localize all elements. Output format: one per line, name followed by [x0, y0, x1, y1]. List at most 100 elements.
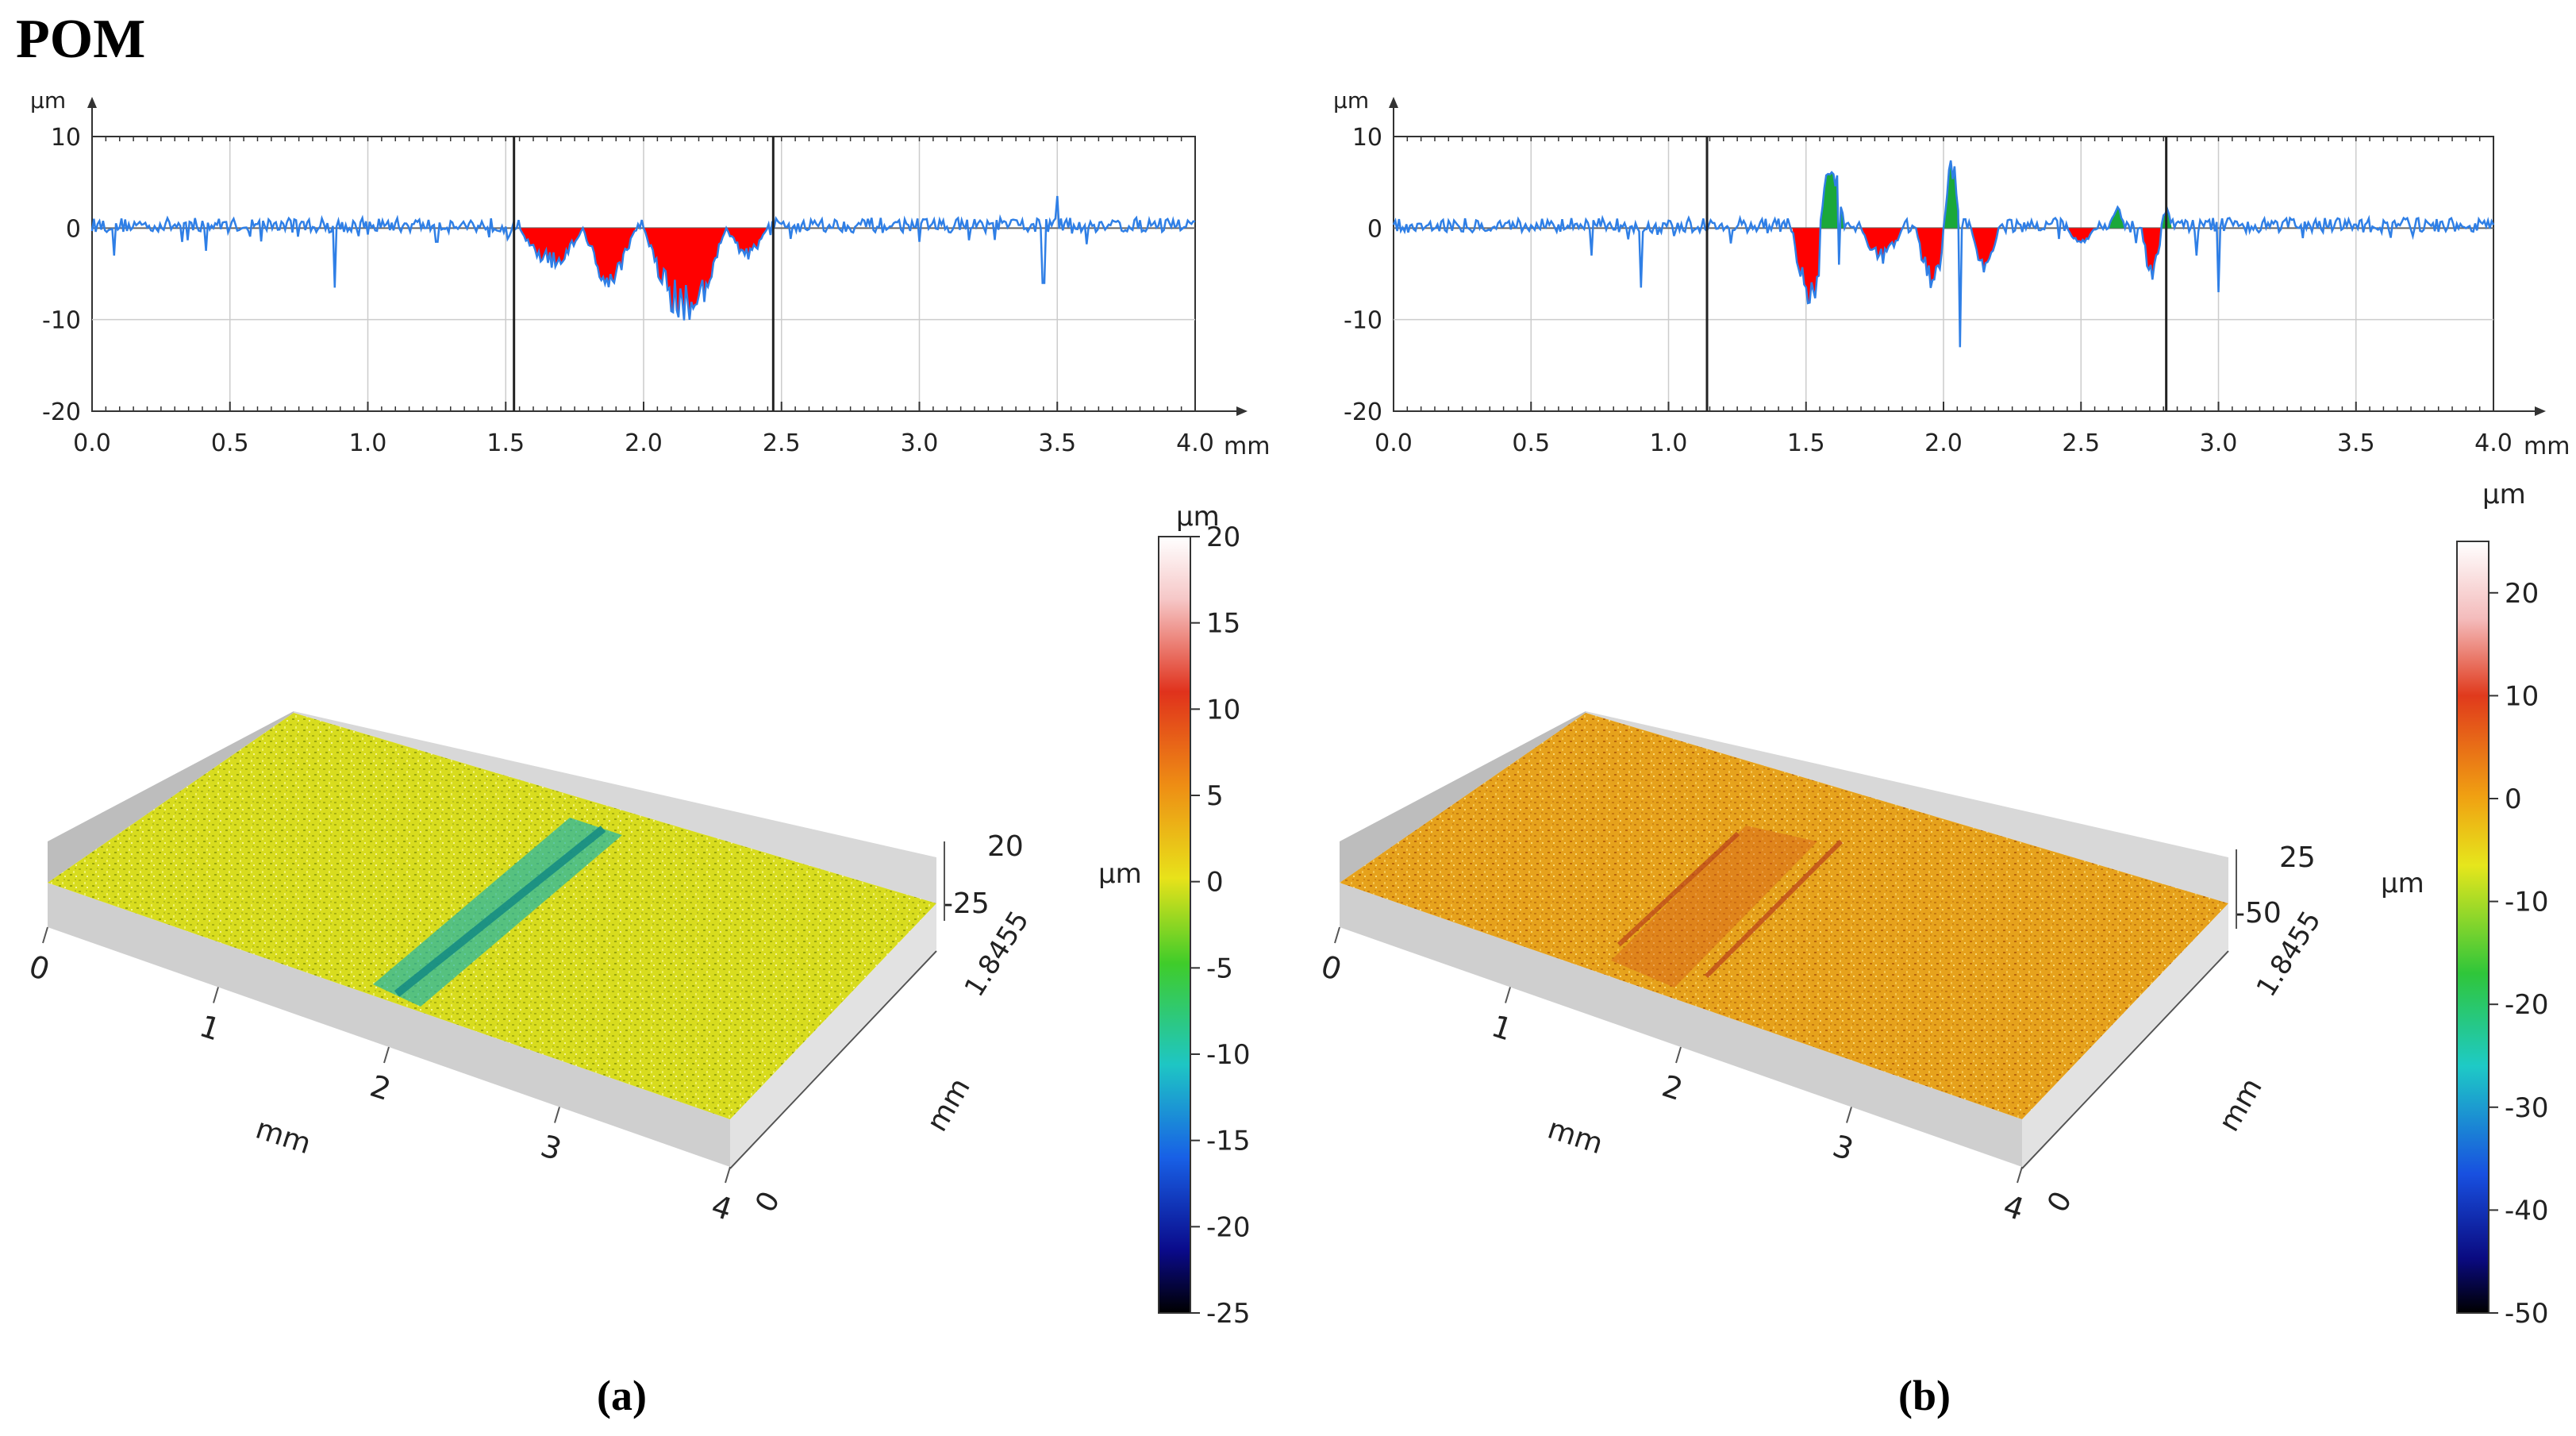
y-unit-label: µm	[1333, 87, 1369, 114]
y-arrow-head	[87, 97, 97, 108]
y-tick-labels: 10 0 -10 -20	[42, 124, 81, 426]
x-tick-label: 0.5	[211, 429, 249, 457]
profile-line	[90, 195, 1196, 321]
colorbar-tick-label: -10	[1206, 1039, 1251, 1071]
y-axis-title: mm	[921, 1072, 977, 1137]
x-tick-label: 0.0	[73, 429, 111, 457]
colorbar-b: µm µm 20 10 0 -10 -20 -30 -40 -50	[2381, 479, 2549, 1330]
y-tick-label: -10	[42, 307, 81, 335]
x-tick-label: 4	[707, 1188, 736, 1227]
colorbar-tick-label: -50	[2505, 1298, 2549, 1330]
colorbar-gradient	[2456, 541, 2489, 1314]
valley-area	[644, 228, 727, 321]
groove-edge	[394, 826, 606, 997]
front-wall	[48, 883, 730, 1167]
x-tick-mark	[383, 1046, 390, 1064]
colorbar-tick-label: 10	[1206, 694, 1240, 726]
x-tick-label: 2.0	[1924, 429, 1963, 457]
cursors	[513, 137, 775, 411]
ticks	[91, 137, 1196, 411]
x-arrow-head	[1236, 406, 1248, 416]
x-unit-label: mm	[1224, 433, 1270, 460]
colorbar-tick-label: -25	[1206, 1298, 1251, 1330]
groove-edge	[1617, 831, 1844, 979]
profile-chart-a: 0.0 0.5 1.0 1.5 2.0 2.5 3.0 3.5 4.0 10 0 -10 -20 µm…	[30, 87, 1270, 460]
x-tick-mark	[1505, 987, 1511, 1003]
colorbar-unit-side: µm	[2381, 868, 2424, 899]
x-tick-mark	[725, 1166, 731, 1184]
x-tick-label: 2.0	[625, 429, 663, 457]
x-tick-mark	[2017, 1166, 2023, 1184]
colorbar-tick-label: -5	[1206, 953, 1233, 984]
x-tick-label: 1	[195, 1008, 225, 1047]
x-tick-label: 1.5	[486, 429, 525, 457]
x-tick-label: 3.5	[1038, 429, 1076, 457]
valley-area	[519, 228, 583, 268]
x-tick-label: 4.0	[2474, 429, 2513, 457]
y-tick-labels: 10 0 -10 -20	[1344, 124, 1382, 426]
x-tick-label: 3	[536, 1128, 566, 1167]
x-tick-label: 2	[366, 1068, 395, 1107]
y-axis-title: mm	[2213, 1072, 2269, 1137]
right-wall	[2022, 903, 2228, 1167]
z-tick-top: 25	[2279, 841, 2316, 874]
front-wall	[1340, 883, 2022, 1167]
x-tick-mark	[42, 926, 48, 944]
x-tick-label: 1.5	[1787, 429, 1825, 457]
x-tick-label: 4	[1999, 1188, 2028, 1227]
colorbar-tick-label: -20	[1206, 1211, 1251, 1243]
colorbar-tick-label: -15	[1206, 1126, 1251, 1157]
colorbar-tick-label: 15	[1206, 608, 1240, 640]
z-tick-top: 20	[987, 830, 1024, 863]
x-tick-mark	[1334, 926, 1340, 944]
right-wall	[730, 903, 936, 1167]
x-axis-title: mm	[1544, 1113, 1606, 1161]
x-tick-label: 3.0	[901, 429, 939, 457]
x-tick-label: 1.0	[1650, 429, 1688, 457]
colorbar-tick-label: 20	[2505, 578, 2539, 610]
surface-top	[1340, 713, 2228, 1119]
profile-chart-b: 0.0 0.5 1.0 1.5 2.0 2.5 3.0 3.5 4.0 10 0 -10 -20 µm…	[1333, 87, 2570, 460]
y-arrow-head	[1389, 97, 1398, 108]
valley-area	[1970, 228, 1999, 273]
peak-area	[1944, 160, 1960, 229]
colorbar-tick-label: -10	[2505, 887, 2549, 918]
colorbar-tick-label: 20	[1206, 522, 1240, 553]
ticks	[1393, 137, 2494, 411]
x-tick-label: 0.5	[1512, 429, 1550, 457]
cursors	[1705, 137, 2168, 411]
y-tick-label: -10	[1344, 307, 1382, 335]
x-arrow-head	[2535, 406, 2546, 416]
x-axis-title: mm	[252, 1113, 314, 1161]
valley-area	[1861, 228, 1903, 264]
x-tick-label: 0	[25, 949, 54, 987]
valley-area	[726, 228, 768, 260]
colorbar-unit-top: µm	[1176, 501, 1220, 533]
y-tick-label: 0	[66, 215, 81, 243]
x-tick-label: 2	[1658, 1068, 1687, 1107]
y-tick-label: 0	[1367, 215, 1382, 243]
x-tick-label: 3.0	[2200, 429, 2238, 457]
x-tick-labels: 0.0 0.5 1.0 1.5 2.0 2.5 3.0 3.5 4.0	[73, 429, 1214, 457]
valley-area	[2141, 228, 2164, 280]
x-tick-labels: 0.0 0.5 1.0 1.5 2.0 2.5 3.0 3.5 4.0	[1375, 429, 2513, 457]
x-tick-label: 2.5	[763, 429, 801, 457]
z-tick-bottom: -50	[2235, 897, 2282, 930]
y-tick-label: -20	[1344, 398, 1382, 426]
groove	[1611, 826, 1817, 987]
colorbar-unit-top: µm	[2482, 479, 2526, 510]
x-tick-label: 3.5	[2337, 429, 2375, 457]
x-tick-label: 1.0	[349, 429, 387, 457]
x-tick-mark	[1846, 1107, 1852, 1123]
x-tick-mark	[213, 987, 219, 1003]
side-wall	[48, 711, 294, 883]
x-tick-mark	[1675, 1046, 1682, 1064]
colorbar-ticks: 20 15 10 5 0 -5 -10 -15 -20 -25	[1190, 522, 1251, 1330]
side-wall	[1340, 711, 1586, 883]
colorbar-unit-side: µm	[1098, 858, 1142, 890]
panel-label-b: (b)	[1898, 1372, 1951, 1419]
back-wall	[294, 711, 936, 903]
figure-title: POM	[16, 9, 145, 70]
colorbar-tick-label: -40	[2505, 1195, 2549, 1226]
